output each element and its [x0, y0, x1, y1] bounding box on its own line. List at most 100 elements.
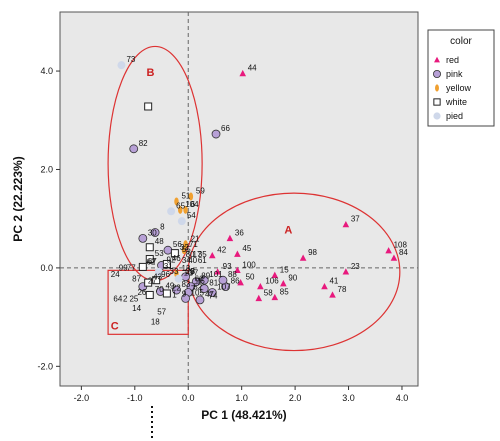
- point-white-48: [145, 243, 154, 252]
- point-label-7: 7: [191, 285, 196, 294]
- x-tick-label: 4.0: [396, 393, 409, 403]
- point-label-77: 77: [127, 263, 136, 272]
- point-pink-89: [191, 277, 201, 287]
- point-label-81: 81: [209, 279, 218, 288]
- point-yellow-59: [188, 192, 194, 201]
- point-label-53: 53: [155, 249, 164, 258]
- x-axis-title: PC 1 (48.421%): [201, 408, 286, 422]
- point-label-21: 21: [191, 234, 200, 243]
- point-label-42: 42: [217, 246, 226, 255]
- point-label-74: 74: [209, 291, 218, 300]
- point-label-86: 86: [231, 277, 240, 286]
- point-red-106: [257, 282, 264, 290]
- point-label-29: 29: [186, 267, 195, 276]
- point-white-96: [152, 276, 161, 285]
- y-axis-title: PC 2 (22.223%): [11, 156, 25, 241]
- point-label-52: 52: [193, 283, 202, 292]
- point-red-58: [255, 294, 263, 302]
- point-label-44: 44: [248, 64, 257, 73]
- point-yellow-104: [178, 205, 183, 214]
- point-pink-30: [138, 233, 148, 243]
- point-label-25: 25: [129, 294, 138, 303]
- point-label-24: 24: [111, 270, 120, 279]
- point-label-56: 56: [173, 240, 182, 249]
- point-pink-8: [150, 228, 160, 237]
- point-pink-81: [199, 284, 209, 293]
- point-label-98: 98: [308, 248, 317, 257]
- point-label-106: 106: [265, 277, 279, 286]
- x-tick-label: 1.0: [235, 393, 248, 403]
- point-red-45: [234, 250, 241, 257]
- point-yellow-6: [183, 205, 188, 214]
- point-red-50: [237, 279, 244, 286]
- point-pink-83: [172, 285, 181, 295]
- x-tick-label: 3.0: [342, 393, 355, 403]
- point-label-55: 55: [182, 245, 191, 254]
- point-pied-10: [174, 274, 183, 283]
- point-red-37: [342, 220, 350, 228]
- legend-marker-pied: [433, 112, 441, 120]
- point-label-108: 108: [394, 241, 408, 250]
- y-tick-label: -2.0: [37, 361, 53, 371]
- point-label-2: 2: [123, 294, 128, 303]
- point-label-82: 82: [139, 139, 148, 148]
- point-label-99: 99: [119, 263, 128, 272]
- legend-title: color: [450, 36, 472, 47]
- point-red-36: [226, 234, 234, 242]
- y-tick-label: 2.0: [40, 164, 53, 174]
- point-label-37: 37: [351, 215, 360, 224]
- point-label-62: 62: [147, 257, 156, 266]
- point-label-51: 51: [181, 191, 190, 200]
- point-label-26: 26: [137, 288, 146, 297]
- group-a-label: A: [284, 224, 292, 236]
- point-label-105: 105: [191, 288, 205, 297]
- group-b-label: B: [147, 67, 155, 79]
- point-label-80: 80: [186, 250, 195, 259]
- point-label-50: 50: [246, 273, 255, 282]
- point-label-90: 90: [288, 274, 297, 283]
- point-label-23: 23: [351, 262, 360, 271]
- point-red-108: [385, 247, 392, 254]
- point-label-100: 100: [242, 260, 256, 269]
- x-tick-label: -1.0: [127, 393, 143, 403]
- point-label-35: 35: [198, 250, 207, 259]
- point-label-92: 92: [167, 255, 176, 264]
- point-yellow-21: [183, 240, 188, 249]
- point-label-93: 93: [223, 262, 232, 271]
- point-label-64: 64: [113, 294, 122, 303]
- point-label-17: 17: [193, 250, 202, 259]
- x-tick-label: 0.0: [182, 393, 195, 403]
- point-label-78: 78: [338, 285, 347, 294]
- point-label-27: 27: [148, 277, 157, 286]
- point-label-48: 48: [155, 237, 164, 246]
- point-label-3: 3: [191, 267, 196, 276]
- point-label-32: 32: [180, 243, 189, 252]
- legend-marker-white: [433, 98, 441, 106]
- point-label-57: 57: [157, 308, 166, 317]
- point-label-89: 89: [201, 272, 210, 281]
- y-tick-label: 4.0: [40, 66, 53, 76]
- point-label-54: 54: [187, 211, 196, 220]
- point-red-44: [239, 69, 247, 77]
- legend-marker-red: [434, 56, 440, 63]
- group-c-outline: [107, 269, 189, 335]
- point-label-45: 45: [242, 244, 251, 253]
- point-red-90: [280, 280, 287, 287]
- point-label-43: 43: [153, 273, 162, 282]
- point-label-66: 66: [221, 124, 230, 133]
- point-label-61: 61: [198, 256, 207, 265]
- point-label-8: 8: [160, 222, 165, 231]
- cluster-outlines: A B C: [107, 45, 401, 352]
- legend-marker-pink: [432, 70, 441, 79]
- legend-label-pied: pied: [446, 111, 463, 121]
- point-label-87: 87: [132, 275, 141, 284]
- point-label-67: 67: [148, 257, 157, 266]
- data-points: [117, 61, 398, 305]
- point-white-46: [162, 259, 171, 268]
- point-pied-54: [177, 217, 186, 226]
- point-white-67: [138, 262, 147, 271]
- point-label-84: 84: [399, 248, 408, 257]
- legend-label-yellow: yellow: [446, 83, 472, 93]
